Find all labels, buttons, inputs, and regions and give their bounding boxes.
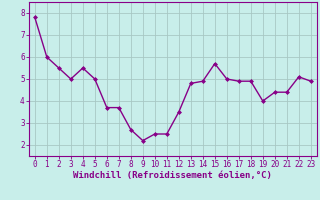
X-axis label: Windchill (Refroidissement éolien,°C): Windchill (Refroidissement éolien,°C)	[73, 171, 272, 180]
